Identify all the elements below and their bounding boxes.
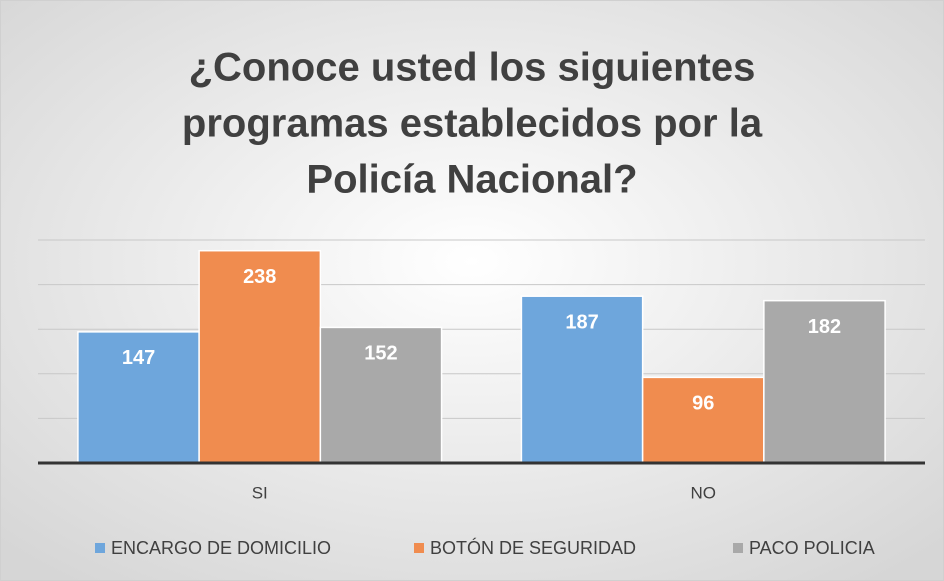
legend-swatch <box>95 543 105 553</box>
bar <box>198 249 322 464</box>
chart-title: programas establecidos por la <box>182 102 763 146</box>
data-label: 182 <box>808 316 841 338</box>
bar <box>763 299 886 464</box>
data-label: 238 <box>243 266 276 288</box>
data-label: 187 <box>565 311 598 333</box>
chart-title: Policía Nacional? <box>306 158 637 202</box>
bar <box>641 376 765 464</box>
data-label: 147 <box>122 347 155 369</box>
data-label: 96 <box>692 393 714 415</box>
x-tick-label: SI <box>252 483 268 502</box>
legend-label: PACO POLICIA <box>749 538 875 558</box>
legend-swatch <box>414 543 424 553</box>
bar <box>520 295 644 464</box>
bar <box>319 326 443 464</box>
legend-label: ENCARGO DE DOMICILIO <box>111 538 331 558</box>
chart-title: ¿Conoce usted los siguientes <box>189 46 756 90</box>
legend-label: BOTÓN DE SEGURIDAD <box>430 537 636 558</box>
x-tick-label: NO <box>691 483 717 502</box>
data-label: 152 <box>364 343 397 365</box>
legend-swatch <box>733 543 743 553</box>
